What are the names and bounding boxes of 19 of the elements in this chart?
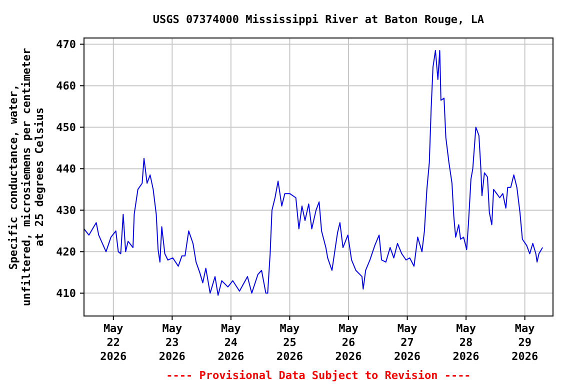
chart-title: USGS 07374000 Mississippi River at Baton Rouge, LA <box>152 13 484 26</box>
y-tick-label: 420 <box>56 246 76 259</box>
x-tick-label: May 27 2026 <box>394 322 421 363</box>
x-tick-label: May 24 2026 <box>218 322 245 363</box>
x-tick-label: May 26 2026 <box>335 322 362 363</box>
y-tick-label: 450 <box>56 121 76 134</box>
text: ---- Provisional Data Subject to Revision ---- <box>166 369 471 382</box>
y-tick-label: 460 <box>56 80 76 93</box>
x-tick-label: May 25 2026 <box>276 322 304 363</box>
x-tick-label: May 28 2026 <box>452 322 480 363</box>
x-tick-label: May 23 2026 <box>158 322 186 363</box>
line-series <box>84 50 544 296</box>
y-tick-label: 430 <box>56 204 76 218</box>
y-tick-label: 470 <box>56 38 76 52</box>
y-tick-label: 410 <box>56 287 76 300</box>
y-tick-label: 440 <box>56 162 76 176</box>
x-tick-label: May 29 2026 <box>512 322 538 363</box>
y-axis-title: Specific conductance, water, unfiltered, microsiemens per centimeter at 25 degrees Celsius <box>7 47 46 306</box>
x-tick-label: May 22 2026 <box>100 322 128 363</box>
